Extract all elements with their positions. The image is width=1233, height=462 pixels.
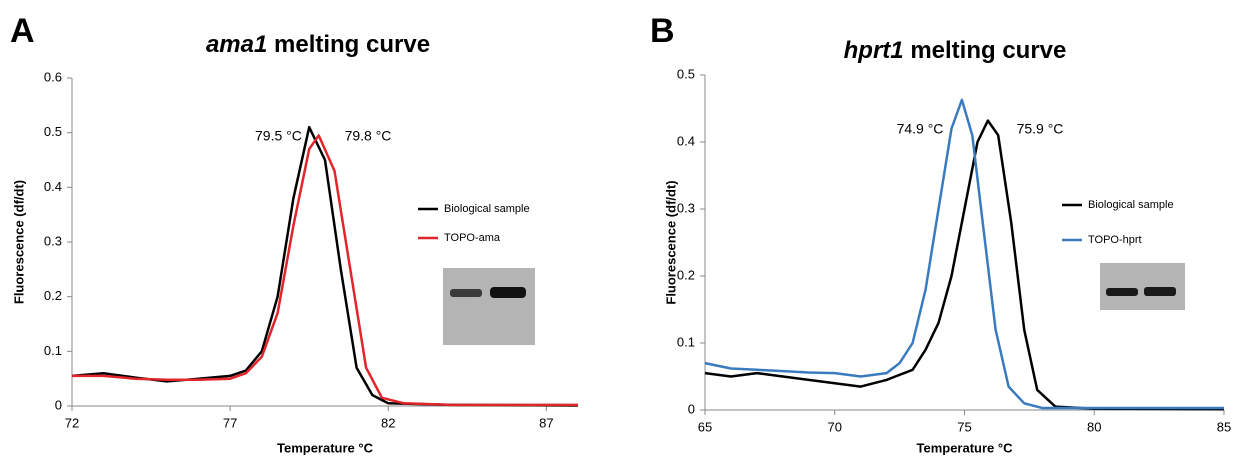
- x-axis-label: Temperature °C: [277, 440, 374, 455]
- y-tick-label: 0.1: [677, 334, 695, 349]
- y-tick-label: 0.6: [44, 69, 62, 84]
- x-tick-label: 80: [1087, 419, 1101, 434]
- melt-curve: [704, 119, 1225, 411]
- peak-annotation: 75.9 °C: [1017, 121, 1064, 137]
- y-tick-label: 0.4: [677, 133, 695, 148]
- panel-letter: A: [10, 12, 35, 50]
- x-tick-label: 85: [1217, 419, 1231, 434]
- y-tick-label: 0.5: [44, 124, 62, 139]
- title-gene: ama1: [206, 31, 267, 58]
- title-text: melting curve: [910, 37, 1066, 64]
- y-tick-label: 0.3: [677, 200, 695, 215]
- title-text: melting curve: [274, 31, 430, 58]
- y-tick-label: 0: [55, 397, 62, 412]
- x-axis-label: Temperature °C: [917, 440, 1014, 455]
- y-tick-label: 0.2: [44, 288, 62, 303]
- melt-curve: [704, 98, 1224, 410]
- melt-curve: [71, 125, 579, 407]
- y-axis-label: Fluorescence (df/dt): [11, 180, 26, 304]
- legend-label: Biological sample: [444, 203, 530, 215]
- x-tick-label: 75: [957, 419, 971, 434]
- legend-label: TOPO-hprt: [1088, 234, 1142, 246]
- peak-annotation: 74.9 °C: [897, 121, 944, 137]
- x-tick-label: 82: [381, 415, 395, 430]
- gel-image-a: [443, 268, 535, 345]
- chart-title: hprt1 melting curve: [844, 37, 1067, 64]
- peak-annotation: 79.8 °C: [345, 128, 392, 144]
- legend-label: TOPO-ama: [444, 232, 501, 244]
- gel-image-b: [1100, 263, 1185, 310]
- chart-title: ama1 melting curve: [206, 31, 430, 58]
- x-tick-label: 70: [828, 419, 842, 434]
- y-tick-label: 0.4: [44, 179, 62, 194]
- y-tick-label: 0: [688, 401, 695, 416]
- melt-curve: [72, 134, 578, 407]
- panel-letter: B: [650, 12, 675, 50]
- x-tick-label: 77: [223, 415, 237, 430]
- y-tick-label: 0.2: [677, 267, 695, 282]
- x-tick-label: 87: [539, 415, 553, 430]
- y-tick-label: 0.1: [44, 343, 62, 358]
- legend-label: Biological sample: [1088, 199, 1174, 211]
- x-tick-label: 72: [65, 415, 79, 430]
- title-gene: hprt1: [844, 37, 904, 64]
- y-tick-label: 0.5: [677, 66, 695, 81]
- x-tick-label: 65: [698, 419, 712, 434]
- y-tick-label: 0.3: [44, 233, 62, 248]
- peak-annotation: 79.5 °C: [255, 128, 302, 144]
- y-axis-label: Fluorescence (df/dt): [663, 180, 678, 304]
